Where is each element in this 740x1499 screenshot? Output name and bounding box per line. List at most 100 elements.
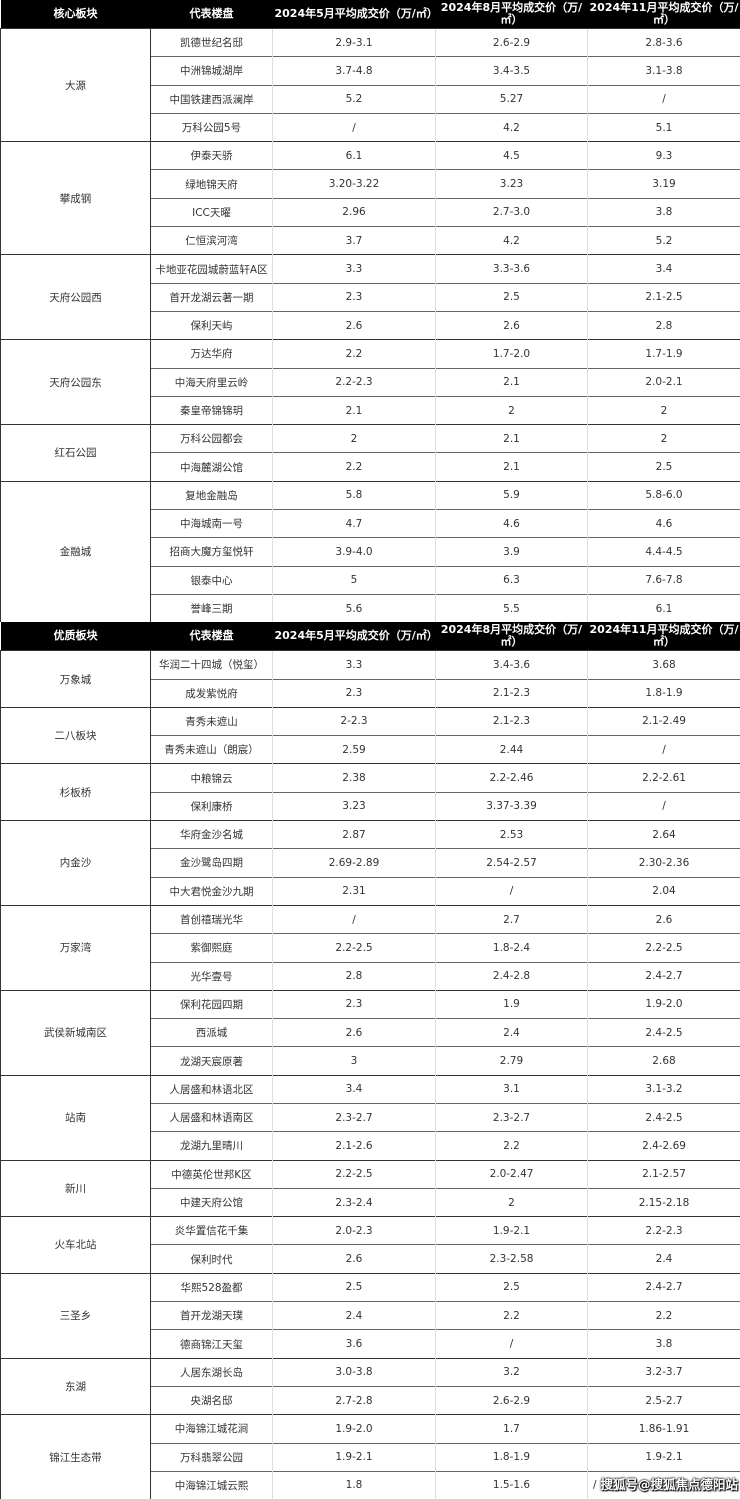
project-name: 华府金沙名城: [150, 820, 273, 849]
project-name: 保利花园四期: [150, 989, 273, 1019]
nov-price: 2.4-2.5: [587, 1018, 740, 1047]
aug-price: 2.44: [435, 735, 588, 764]
aug-price: 6.3: [435, 565, 588, 595]
aug-price: 3.2: [435, 1357, 588, 1387]
nov-price: 2.8: [587, 310, 740, 340]
table-row: 紫御熙庭 2.2-2.5 1.8-2.4 2.2-2.5: [1, 933, 740, 962]
aug-price: 2.6-2.9: [435, 1385, 588, 1415]
nov-price: 3.2-3.7: [587, 1357, 740, 1387]
project-name: 首开龙湖云著一期: [150, 282, 273, 312]
district-name: 火车北站: [0, 1216, 151, 1274]
aug-price: 3.9: [435, 537, 588, 567]
nov-price: 2.30-2.36: [587, 848, 740, 878]
project-name: 复地金融岛: [150, 480, 273, 510]
may-price: 2.1: [272, 395, 436, 425]
nov-price: 4.4-4.5: [587, 537, 740, 567]
may-price: 2.2-2.5: [272, 933, 436, 962]
district-name: 二八板块: [0, 706, 151, 764]
aug-price: 5.9: [435, 480, 588, 510]
aug-price: 1.7: [435, 1414, 588, 1444]
nov-price: /: [587, 84, 740, 114]
project-name: 首创禧瑞光华: [150, 904, 273, 934]
may-price: 2.3: [272, 989, 436, 1019]
table-row: 央湖名邸 2.7-2.8 2.6-2.9 2.5-2.7: [1, 1385, 740, 1415]
table-row: 万家湾 首创禧瑞光华/2.7 2.6: [0, 904, 740, 991]
project-name: 誉峰三期: [150, 593, 273, 623]
header-row: 优质板块 代表楼盘 2024年5月平均成交价（万/㎡） 2024年8月平均成交价（万/…: [0, 622, 740, 651]
may-price: 4.7: [272, 509, 436, 538]
table-row: 保利时代 2.6 2.3-2.58 2.4: [1, 1244, 740, 1274]
header-district: 优质板块: [0, 622, 151, 651]
aug-price: 2.3-2.58: [435, 1244, 588, 1274]
may-price: 3.0-3.8: [272, 1357, 436, 1387]
aug-price: 2.5: [435, 282, 588, 312]
project-name: 龙湖九里晴川: [150, 1131, 273, 1161]
nov-price: 2.2-2.3: [587, 1216, 740, 1245]
aug-price: 3.4-3.5: [435, 56, 588, 86]
may-price: 2.6: [272, 1244, 436, 1274]
may-price: 5: [272, 565, 436, 595]
project-name: 中海锦江城云熙: [150, 1470, 273, 1499]
table-row: 德商锦江天玺 3.6/3.8: [1, 1329, 740, 1359]
project-name: 万科公园都会: [150, 424, 273, 453]
table-row: 龙湖天宸原著 3 2.79 2.68: [1, 1046, 740, 1076]
table-row: ICC天曜 2.96 2.7-3.0 3.8: [1, 197, 740, 227]
nov-price: 2.1-2.57: [587, 1159, 740, 1189]
table-row: 新川 中德英伦世邦K区 2.2-2.5 2.0-2.47 2.1-2.57: [0, 1159, 740, 1217]
table-row: 西派城 2.6 2.4 2.4-2.5: [1, 1018, 740, 1047]
aug-price: /: [435, 876, 588, 906]
may-price: 2.3: [272, 678, 436, 708]
nov-price: 4.6: [587, 509, 740, 538]
nov-price: 2.04: [587, 876, 740, 906]
header-may-price: 2024年5月平均成交价（万/㎡）: [272, 622, 438, 651]
header-project: 代表楼盘: [150, 0, 273, 29]
may-price: 2.1-2.6: [272, 1131, 436, 1161]
district-name: 攀成钢: [0, 141, 151, 255]
project-name: 保利天屿: [150, 310, 273, 340]
may-price: 2.87: [272, 820, 436, 849]
project-name: 秦皇帝锦锦玥: [150, 395, 273, 425]
nov-price: 3.4: [587, 254, 740, 284]
project-name: 万科公园5号: [150, 112, 273, 142]
project-name: 凯德世纪名邸: [150, 27, 273, 57]
may-price: 2: [272, 424, 436, 453]
may-price: 1.9-2.0: [272, 1414, 436, 1444]
may-price: /: [272, 112, 436, 142]
nov-price: 2.64: [587, 820, 740, 849]
nov-price: 2.4-2.7: [587, 1272, 740, 1302]
aug-price: 2.6: [435, 310, 588, 340]
table-row: 保利康桥 3.23 3.37-3.39/: [1, 791, 740, 821]
nov-price: 2.0-2.1: [587, 367, 740, 397]
district-name: 东湖: [0, 1357, 151, 1415]
table-row: 银泰中心 5 6.3 7.6-7.8: [1, 565, 740, 595]
aug-price: 2: [435, 395, 588, 425]
may-price: 1.8: [272, 1470, 436, 1499]
aug-price: 2.1-2.3: [435, 706, 588, 736]
district-name: 金融城: [0, 480, 151, 623]
aug-price: 5.5: [435, 593, 588, 623]
table-row: 仁恒滨河湾 3.7 4.2 5.2: [1, 226, 740, 255]
may-price: 2.2-2.5: [272, 1159, 436, 1189]
district-name: 天府公园西: [0, 254, 151, 340]
project-name: 中德英伦世邦K区: [150, 1159, 273, 1189]
table-row: 天府公园东 万达华府 2.2 1.7-2.0 1.7-1.9: [0, 339, 740, 425]
project-name: 万达华府: [150, 339, 273, 369]
nov-price: 2.5-2.7: [587, 1385, 740, 1415]
project-name: 央湖名邸: [150, 1385, 273, 1415]
table-row: 内金沙 华府金沙名城 2.87 2.53 2.64: [0, 820, 740, 906]
table-row: 东湖 人居东湖长岛 3.0-3.8 3.2 3.2-3.7: [0, 1357, 740, 1415]
may-price: 6.1: [272, 141, 436, 170]
aug-price: 2.1: [435, 424, 588, 453]
may-price: 2.38: [272, 763, 436, 793]
project-name: 中建天府公馆: [150, 1187, 273, 1217]
nov-price: 5.8-6.0: [587, 480, 740, 510]
may-price: 2.96: [272, 197, 436, 227]
table-row: 站南 人居盛和林语北区 3.4 3.1 3.1-3.2: [0, 1074, 740, 1161]
project-name: 金沙鹭岛四期: [150, 848, 273, 878]
district-name: 万家湾: [0, 904, 151, 991]
aug-price: 2.5: [435, 1272, 588, 1302]
project-name: 银泰中心: [150, 565, 273, 595]
table-row: 杉板桥 中粮锦云 2.38 2.2-2.46 2.2-2.61: [0, 763, 740, 821]
may-price: 3.3: [272, 650, 436, 680]
nov-price: /: [587, 735, 740, 764]
